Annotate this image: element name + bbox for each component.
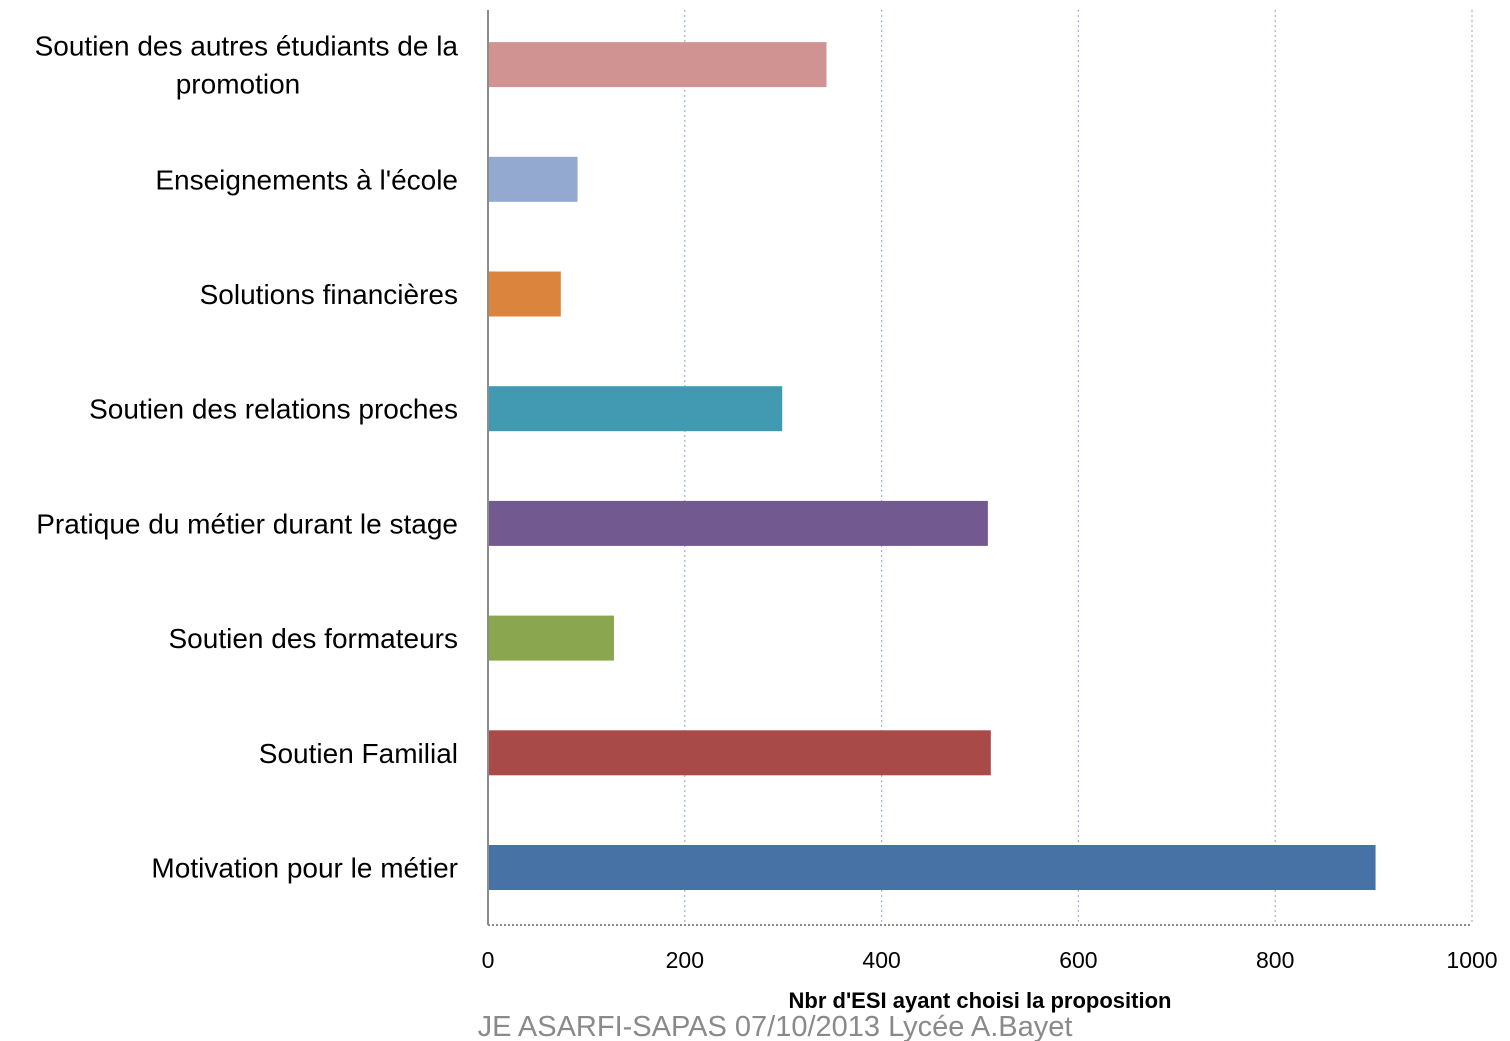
footer-text: JE ASARFI-SAPAS 07/10/2013 Lycée A.Bayet (478, 1011, 1073, 1041)
gridlines (684, 10, 1473, 925)
category-label-7-line-1: promotion (176, 69, 301, 100)
bar-0 (488, 845, 1376, 890)
x-tick-label-0: 0 (482, 947, 495, 973)
bar-5 (488, 271, 561, 317)
category-label-6: Enseignements à l'école (155, 164, 458, 195)
category-label-0: Motivation pour le métier (151, 853, 458, 884)
bar-1 (488, 730, 991, 776)
bar-7 (488, 42, 827, 88)
bar-4 (488, 386, 783, 432)
tick-labels: 0 200 400 600 800 1000 (482, 947, 1498, 973)
category-label-1: Soutien Familial (259, 738, 458, 769)
bar-6 (488, 156, 578, 202)
x-axis-title: Nbr d'ESI ayant choisi la proposition (789, 988, 1172, 1013)
category-labels: Motivation pour le métier Soutien Familia… (35, 31, 459, 884)
axes (487, 10, 1472, 926)
x-tick-label-200: 200 (666, 947, 704, 973)
category-label-2: Soutien des formateurs (169, 623, 459, 654)
category-label-5: Solutions financières (200, 279, 458, 310)
x-tick-label-800: 800 (1256, 947, 1294, 973)
x-tick-label-400: 400 (862, 947, 900, 973)
bar-2 (488, 615, 614, 661)
category-label-7-line-0: Soutien des autres étudiants de la (35, 31, 459, 62)
category-label-4: Soutien des relations proches (89, 394, 458, 425)
bar-3 (488, 500, 988, 546)
category-label-3: Pratique du métier durant le stage (36, 508, 458, 539)
x-tick-label-1000: 1000 (1446, 947, 1497, 973)
x-tick-label-600: 600 (1059, 947, 1097, 973)
bars (488, 42, 1376, 890)
